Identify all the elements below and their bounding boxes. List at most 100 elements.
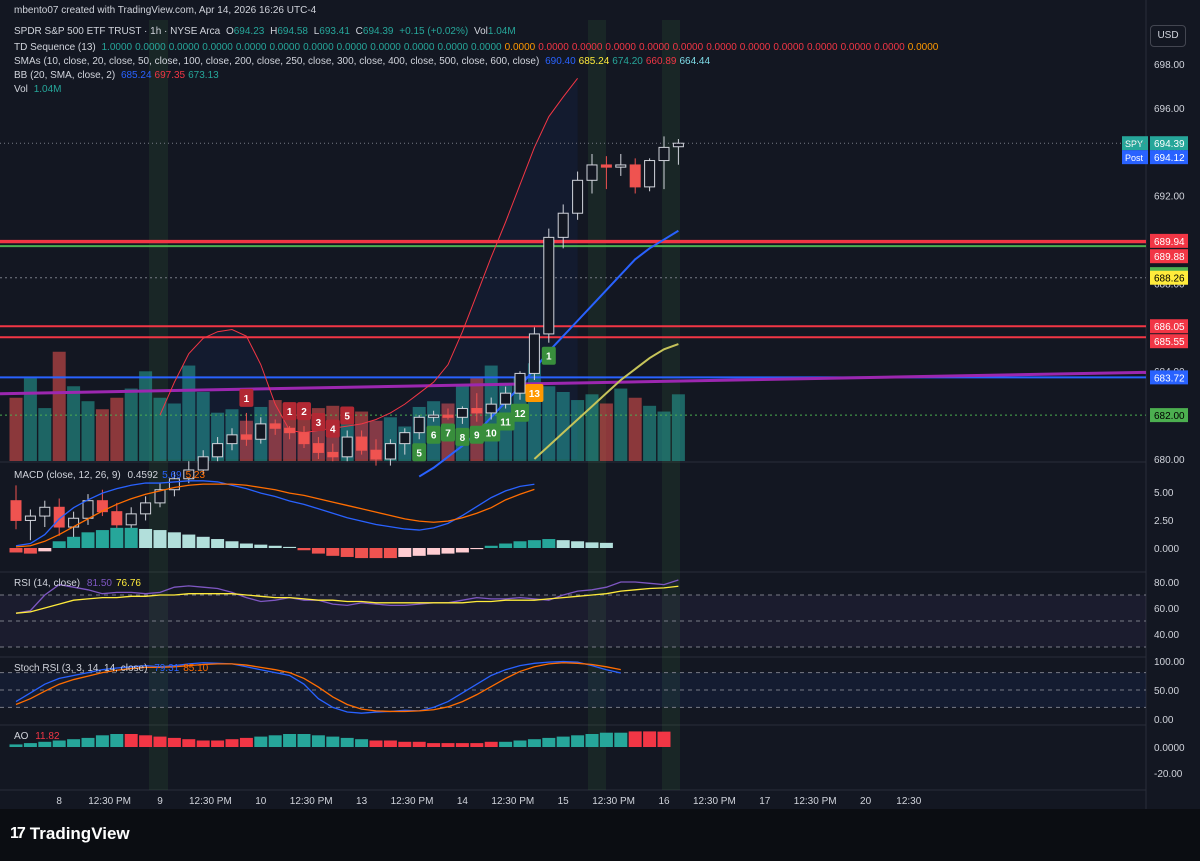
currency-button[interactable]: USD [1150, 25, 1186, 47]
candle-body [672, 142, 684, 148]
volume-bar [139, 371, 153, 461]
time-tick-label: 14 [457, 796, 469, 807]
td-value-21: 0.0000 [806, 42, 838, 53]
volume-legend[interactable]: Vol 1.04M [14, 83, 64, 96]
candle-body [399, 432, 411, 445]
ao-bar [355, 739, 369, 747]
time-tick-label: 10 [255, 796, 267, 807]
td-value-11: 0.0000 [471, 42, 502, 53]
smas-legend[interactable]: SMAs (10, close, 20, close, 50, close, 1… [14, 55, 713, 68]
td-marker [325, 419, 340, 438]
ao-bar [38, 741, 52, 747]
volume-bar [556, 392, 570, 461]
time-tick-label: 17 [759, 796, 771, 807]
bb-upper-line [159, 77, 578, 434]
time-tick-label: 12:30 PM [391, 796, 434, 807]
bb-band-fill [160, 78, 578, 459]
ohlc-open: O694.23 [225, 26, 265, 37]
td-marker [455, 427, 470, 446]
level-price-tag [1150, 233, 1188, 248]
stoch-rsi-legend[interactable]: Stoch RSI (3, 3, 14, 14, close) 79.31 85.… [14, 663, 212, 674]
level-price-text: 689.88 [1154, 252, 1185, 263]
volume-bar [110, 397, 124, 461]
sma-value-4: 664.44 [679, 56, 711, 67]
rsi-label: RSI (14, close) [14, 578, 81, 589]
level-price-tag [1150, 408, 1188, 423]
volume-bar [657, 411, 671, 461]
macd-hist-bar [153, 530, 167, 548]
symbol-name[interactable]: SPDR S&P 500 ETF TRUST · 1h · NYSE Arca [14, 26, 221, 37]
tradingview-logo[interactable]: 17 TradingView [10, 824, 130, 844]
candle-body [543, 236, 555, 335]
level-price-text: 686.05 [1154, 322, 1185, 333]
candle-body [644, 160, 656, 188]
macd-hist-bar [110, 527, 124, 548]
ao-bar [340, 737, 354, 747]
ao-bar [110, 734, 124, 747]
ohlc-high: H694.58 [270, 26, 308, 37]
ohlc-volume: Vol1.04M [474, 26, 516, 37]
volume-bar [81, 401, 95, 461]
td-marker-label: 4 [330, 425, 336, 436]
ao-legend[interactable]: AO 11.82 [14, 731, 64, 742]
rsi-value-1: 76.76 [115, 578, 141, 589]
td-marker-label: 5 [416, 448, 422, 459]
candle-body [327, 451, 339, 458]
ao-bar [470, 743, 484, 747]
macd-hist-bar [283, 546, 297, 548]
ao-bar [427, 743, 441, 747]
bb-value-0: 685.24 [120, 70, 152, 81]
macd-hist-bar [398, 548, 412, 557]
ao-bar [556, 736, 570, 747]
ao-bar [153, 736, 167, 747]
level-price-tag [1150, 270, 1188, 285]
td-value-12: 0.0000 [504, 42, 536, 53]
level-price-tag [1150, 334, 1188, 349]
ao-bar [167, 737, 181, 747]
candle-body [557, 212, 569, 238]
td-value-18: 0.0000 [706, 42, 737, 53]
ao-bar [283, 734, 297, 747]
ao-bar [124, 734, 138, 747]
smas-label: SMAs (10, close, 20, close, 50, close, 1… [14, 56, 540, 67]
td-sequence-legend[interactable]: TD Sequence (13) 1.0000 0.0000 0.0000 0.000… [14, 41, 941, 54]
macd-legend[interactable]: MACD (close, 12, 26, 9) 0.4592 5.69 5.23 [14, 470, 209, 481]
candle-body [140, 502, 152, 515]
macd-hist-bar [556, 540, 570, 548]
td-marker-label: 1 [244, 394, 250, 405]
candle-body [269, 423, 281, 429]
session-highlight [662, 20, 680, 790]
macd-value-1: 5.69 [162, 470, 182, 481]
price-tag-bg [1150, 150, 1188, 165]
td-value-22: 0.0000 [840, 42, 872, 53]
rsi-legend[interactable]: RSI (14, close) 81.50 76.76 [14, 578, 145, 589]
td-marker-label: 1 [287, 407, 293, 418]
bb-legend[interactable]: BB (20, SMA, close, 2) 685.24 697.35 673.1… [14, 69, 222, 82]
tradingview-logo-icon: 17 [10, 825, 26, 842]
candle-body [10, 500, 22, 521]
price-tag-symbol-bg [1122, 136, 1148, 151]
macd-hist-bar [527, 540, 541, 548]
level-price-tag [1150, 249, 1188, 264]
candle-body [413, 416, 425, 434]
ao-tick: 0.0000 [1154, 743, 1185, 754]
volume-bar [167, 403, 181, 461]
price-tag-bg [1150, 136, 1188, 151]
macd-hist-bar [23, 548, 37, 554]
candle-body [68, 517, 80, 528]
sma20-line [533, 343, 679, 460]
td-marker [239, 388, 254, 407]
macd-hist-bar [196, 536, 210, 548]
td-marker [311, 413, 326, 432]
td-value-0: 1.0000 [101, 42, 133, 53]
ao-bar [412, 741, 426, 747]
ao-bar [455, 743, 469, 747]
td-marker [297, 402, 311, 421]
level-price-text: 685.55 [1154, 337, 1185, 348]
td-marker [412, 443, 427, 462]
level-price-tag [1150, 319, 1188, 334]
level-price-text: 682.00 [1154, 411, 1185, 422]
macd-hist-bar [599, 542, 613, 548]
price-tag-value: 694.39 [1154, 139, 1185, 150]
